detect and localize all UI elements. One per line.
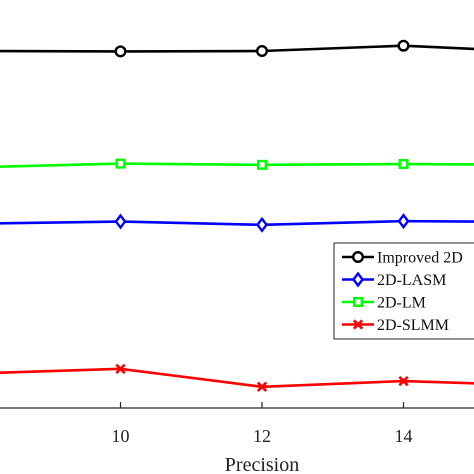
series-improved-2d bbox=[0, 39, 474, 58]
data-point bbox=[115, 158, 126, 169]
data-point bbox=[397, 213, 410, 230]
data-point bbox=[256, 381, 268, 392]
legend-item: Improved 2D bbox=[342, 250, 463, 267]
data-point bbox=[256, 216, 268, 233]
data-point bbox=[398, 159, 409, 170]
data-point bbox=[114, 45, 127, 58]
x-tick-label: 14 bbox=[395, 426, 413, 446]
legend-label: Improved 2D bbox=[377, 250, 463, 267]
x-tick-label: 10 bbox=[112, 426, 130, 446]
legend-item: 2D-LASM bbox=[342, 271, 446, 289]
x-ticks: 10 12 14 bbox=[112, 402, 413, 446]
legend-label: 2D-SLMM bbox=[377, 317, 449, 334]
legend-item: 2D-SLMM bbox=[342, 317, 449, 334]
series-2d-lasm bbox=[0, 213, 474, 233]
series-layer bbox=[0, 39, 474, 392]
data-point bbox=[398, 375, 409, 387]
legend-marker bbox=[353, 297, 364, 308]
series-line bbox=[0, 367, 474, 389]
legend: Improved 2D 2D-LASM 2D-LM 2D-SLMM bbox=[333, 242, 474, 340]
data-point bbox=[257, 159, 268, 170]
series-2d-slmm bbox=[0, 363, 474, 392]
x-tick-label: 12 bbox=[253, 426, 271, 446]
legend-marker bbox=[352, 250, 365, 263]
legend-label: 2D-LASM bbox=[377, 272, 446, 289]
data-point bbox=[115, 363, 126, 374]
legend-item: 2D-LM bbox=[342, 295, 426, 312]
legend-label: 2D-LM bbox=[377, 295, 426, 312]
data-point bbox=[114, 213, 127, 230]
data-point bbox=[397, 39, 410, 52]
x-axis-label: Precision bbox=[225, 454, 299, 474]
series-2d-lm bbox=[0, 158, 474, 170]
legend-marker bbox=[352, 271, 364, 288]
data-point bbox=[256, 45, 269, 58]
legend-marker bbox=[352, 319, 364, 330]
